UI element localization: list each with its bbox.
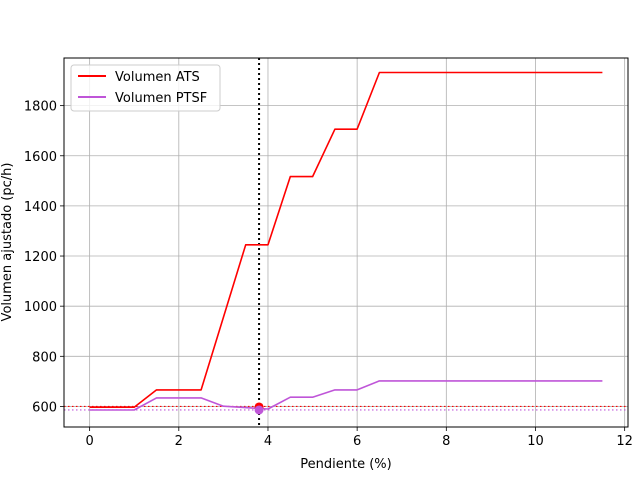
reference-lines <box>64 58 628 427</box>
x-tick-label: 2 <box>175 434 183 449</box>
series-line-ptsf <box>89 380 603 411</box>
x-tick-label: 6 <box>353 434 361 449</box>
x-tick-label: 8 <box>442 434 450 449</box>
x-tick-label: 0 <box>85 434 93 449</box>
legend-box <box>70 64 221 112</box>
x-tick-label: 12 <box>616 434 633 449</box>
y-axis-label: Volumen ajustado (pc/h) <box>0 163 15 322</box>
x-tick-label: 10 <box>527 434 544 449</box>
axis-ticks: 0 2 4 6 8 10 12 600 800 1000 1200 1400 1600 1800 <box>24 100 633 449</box>
x-tick-label: 4 <box>264 434 272 449</box>
series-line-ats <box>89 71 603 409</box>
legend-label-ats: Volumen ATS <box>115 70 200 85</box>
legend-label-ptsf: Volumen PTSF <box>115 91 207 106</box>
y-tick-label: 1600 <box>24 150 57 165</box>
y-tick-label: 1800 <box>24 100 57 115</box>
markers <box>254 402 264 415</box>
x-axis-label: Pendiente (%) <box>300 457 391 472</box>
series-lines <box>89 71 603 411</box>
y-tick-label: 1000 <box>24 300 57 315</box>
plot-frame <box>63 57 629 428</box>
legend: Volumen ATS Volumen PTSF <box>70 64 221 112</box>
y-tick-label: 600 <box>32 400 57 415</box>
y-tick-label: 1200 <box>24 250 57 265</box>
y-tick-label: 800 <box>32 350 57 365</box>
data-marker <box>254 405 264 415</box>
y-tick-label: 1400 <box>24 200 57 215</box>
